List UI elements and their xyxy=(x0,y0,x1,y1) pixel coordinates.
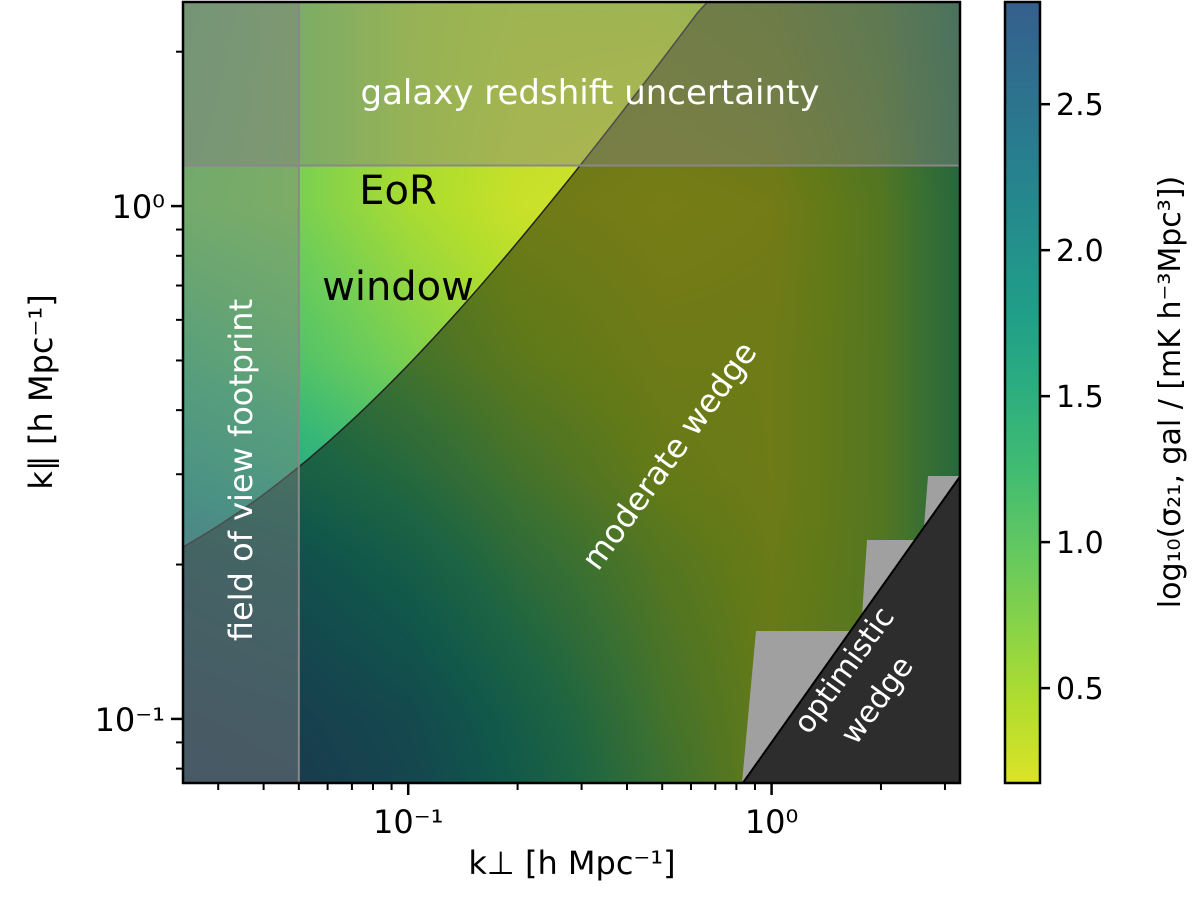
galaxy-redshift-region xyxy=(183,2,960,166)
colorbar-tick-label: 0.5 xyxy=(1056,672,1104,707)
fov-footprint-region xyxy=(183,2,299,783)
y-axis-label: k∥ [h Mpc⁻¹] xyxy=(22,294,60,489)
colorbar-label: log₁₀(σ₂₁, gal / [mK h⁻³Mpc³]) xyxy=(1153,176,1188,608)
annotation-fov: field of view footprint xyxy=(222,299,260,641)
annotation-eor-2: window xyxy=(322,264,474,310)
region-overlays xyxy=(183,2,960,783)
annotation-galaxy: galaxy redshift uncertainty xyxy=(361,73,820,113)
optimistic-wedge-boundary xyxy=(741,475,960,783)
colorbar-axis: 0.5 1.0 1.5 2.0 2.5 xyxy=(1040,88,1104,707)
plot-frame xyxy=(181,0,962,785)
x-tick-label: 10⁰ xyxy=(745,803,799,841)
overlay-group xyxy=(183,2,960,783)
x-axis-label: k⊥ [h Mpc⁻¹] xyxy=(468,844,675,882)
colorbar-tick-label: 2.5 xyxy=(1056,88,1104,123)
annotation-eor-1: EoR xyxy=(359,168,437,214)
y-tick-label: 10⁻¹ xyxy=(95,701,165,739)
colorbar-tick-label: 2.0 xyxy=(1056,234,1104,269)
colorbar-tick-label: 1.5 xyxy=(1056,380,1104,415)
colorbar xyxy=(1003,0,1042,785)
moderate-wedge-boundary xyxy=(183,2,960,548)
y-tick-label: 10⁰ xyxy=(111,188,165,226)
axes: 10⁻¹ 10⁰ 10⁻¹ 10⁰ xyxy=(95,50,946,841)
moderate-wedge-region xyxy=(183,2,960,783)
x-tick-label: 10⁻¹ xyxy=(373,803,443,841)
colorbar-tick-label: 1.0 xyxy=(1056,526,1104,561)
